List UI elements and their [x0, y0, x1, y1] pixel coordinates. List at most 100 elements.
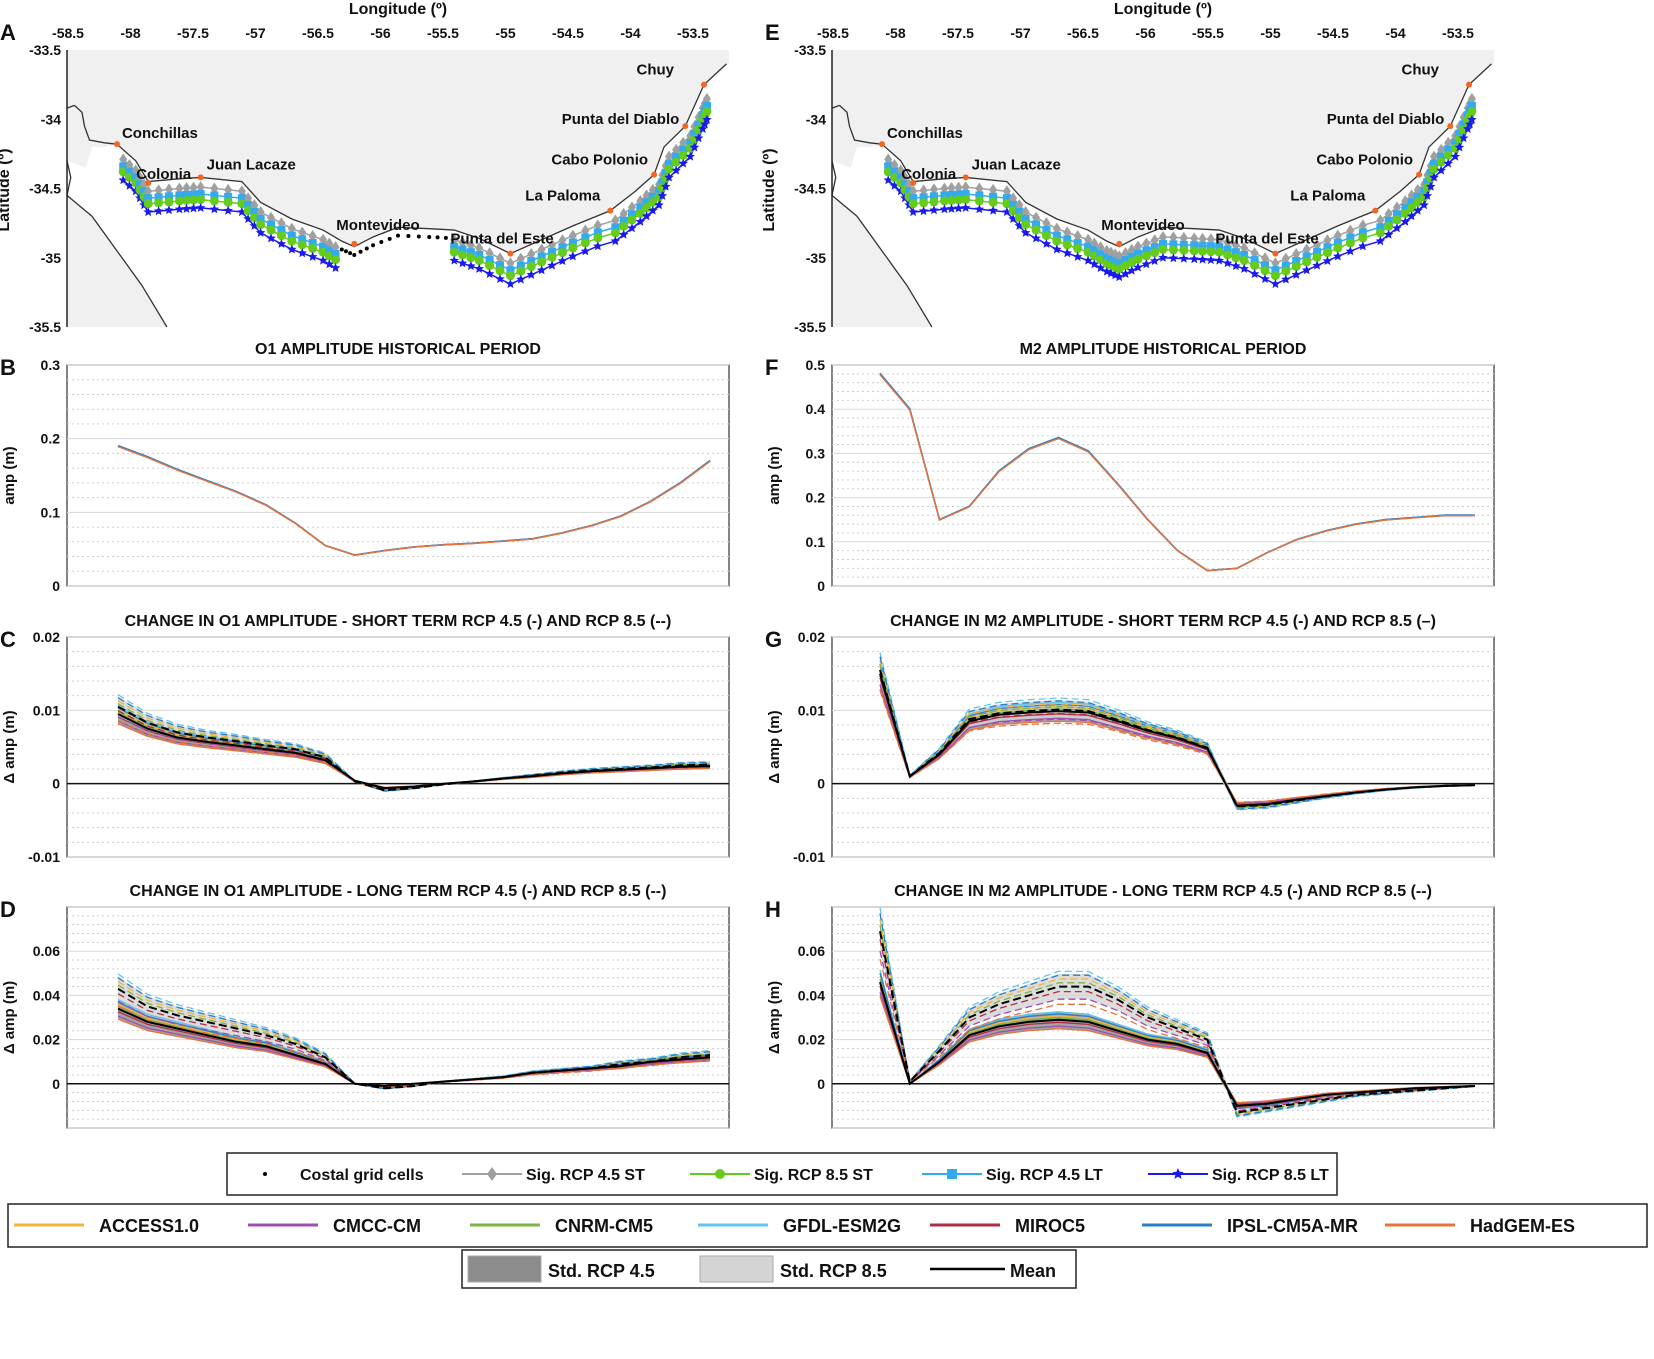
latitude-tick-label: -33.5 [794, 42, 826, 58]
sig-rcp85-lt-marker [195, 202, 206, 212]
model-line [879, 652, 1476, 811]
sig-rcp45-lt-marker [189, 190, 198, 199]
sig-rcp45-lt-marker [694, 120, 703, 129]
sig-rcp45-lt-marker [627, 210, 636, 219]
sig-rcp85-lt-marker [1333, 251, 1343, 261]
sig-rcp45-lt-marker [1413, 192, 1422, 201]
sig-rcp45-lt-marker [940, 191, 949, 200]
sig-rcp85-st-marker [1158, 244, 1168, 254]
sig-rcp85-st-marker [946, 196, 956, 206]
sig-rcp85-st-marker [1052, 236, 1062, 246]
line-panel-c: -0.01 0 0.01 0.02 CHANGE IN O1 AMPLITUDE - S… [0, 613, 730, 865]
sig-rcp45-lt-marker [210, 191, 219, 200]
y-tick-label: -0.01 [28, 849, 60, 865]
star-marker-icon [1172, 1168, 1184, 1179]
sig-rcp45-lt-marker [1455, 129, 1464, 138]
city-label: Chuy [1402, 62, 1440, 79]
sig-rcp45-lt-marker [287, 231, 296, 240]
longitude-tick-label: -54 [620, 25, 640, 41]
sig-rcp85-st-marker [256, 220, 266, 230]
sig-rcp85-lt-marker [164, 205, 174, 215]
panel-title: CHANGE IN O1 AMPLITUDE - SHORT TERM RCP … [125, 613, 672, 630]
city-label: Juan Lacaze [972, 156, 1061, 173]
sig-rcp45-lt-marker [1190, 241, 1199, 250]
sig-rcp85-lt-marker [174, 204, 185, 214]
y-tick-label: -0.01 [793, 849, 825, 865]
coastal-grid-cell-dot [443, 235, 448, 240]
y-tick-label: 0.2 [41, 431, 61, 447]
sig-rcp85-lt-marker [457, 258, 468, 268]
city-label: La Paloma [1290, 188, 1366, 205]
sig-rcp85-lt-marker [685, 151, 695, 161]
sig-rcp45-lt-marker [1271, 266, 1280, 275]
panel-letter: F [765, 355, 778, 380]
legend-label: HadGEM-ES [1470, 1216, 1575, 1236]
sig-rcp85-st-marker [1189, 246, 1199, 256]
y-tick-label: 0.1 [41, 504, 61, 520]
sig-rcp85-st-marker [209, 196, 219, 206]
legend-label: MIROC5 [1015, 1216, 1085, 1236]
sig-rcp45-lt-marker [1002, 194, 1011, 203]
mean-rcp45-line [117, 1007, 711, 1088]
sig-rcp45-lt-marker [1333, 238, 1342, 247]
legend-label: GFDL-ESM2G [783, 1216, 901, 1236]
sig-rcp45-lt-marker [1292, 256, 1301, 265]
city-marker [197, 174, 204, 181]
mean-rcp85-line [117, 705, 711, 792]
sig-rcp85-lt-marker [1467, 114, 1477, 124]
mean-rcp45-line [879, 981, 1476, 1107]
sig-rcp45-lt-marker [1134, 249, 1143, 258]
sig-rcp85-st-marker [1073, 244, 1083, 254]
sig-rcp85-st-marker [485, 261, 495, 271]
sig-rcp45-lt-marker [1115, 259, 1124, 268]
sig-rcp45-lt-marker [1423, 178, 1432, 187]
sig-rcp45-lt-marker [527, 256, 536, 265]
sig-rcp45-lt-marker [144, 194, 153, 203]
y-tick-label: 0 [52, 776, 60, 792]
sig-rcp45-lt-marker [1169, 240, 1178, 249]
sig-rcp85-st-marker [635, 208, 645, 218]
sig-rcp85-lt-marker [1114, 272, 1124, 282]
square-marker-icon [947, 1169, 957, 1179]
sig-rcp85-lt-marker [1083, 255, 1093, 265]
sig-rcp85-st-marker [181, 196, 191, 206]
panel-letter: E [765, 20, 780, 45]
sig-rcp85-st-marker [1141, 251, 1151, 261]
sig-rcp85-lt-marker [1189, 254, 1199, 264]
sig-rcp85-lt-marker [946, 203, 957, 213]
sig-rcp85-lt-marker [188, 203, 199, 213]
sig-rcp45-lt-marker [655, 187, 664, 196]
sig-rcp45-lt-marker [1426, 168, 1435, 177]
mean-rcp85-line [117, 987, 711, 1090]
latitude-tick-label: -35.5 [794, 319, 826, 335]
sig-rcp85-st-marker [196, 195, 206, 205]
sig-rcp85-lt-marker [700, 119, 710, 129]
sig-rcp45-lt-marker [930, 192, 939, 201]
legend-label: ACCESS1.0 [99, 1216, 199, 1236]
sig-rcp45-lt-marker [325, 246, 334, 255]
legend-label: IPSL-CM5A-MR [1227, 1216, 1358, 1236]
coastal-grid-cell-dot [339, 247, 344, 252]
sig-rcp85-st-marker [154, 198, 164, 208]
sig-rcp85-lt-marker [641, 211, 652, 221]
mean-rcp85-line [879, 931, 1476, 1114]
sig-rcp45-lt-marker [702, 101, 711, 110]
latitude-tick-label: -35 [41, 250, 61, 266]
sig-rcp85-lt-marker [526, 269, 536, 279]
sig-rcp45-lt-marker [1042, 226, 1051, 235]
sig-rcp45-lt-marker [308, 238, 317, 247]
sig-rcp45-lt-marker [642, 198, 651, 207]
sig-rcp85-st-marker [1281, 266, 1291, 276]
sig-rcp85-lt-marker [1450, 151, 1460, 161]
sig-rcp45-lt-marker [256, 214, 265, 223]
coastal-grid-cell-dot [371, 243, 376, 248]
sig-rcp85-st-marker [557, 248, 567, 258]
sig-rcp85-st-marker [1179, 245, 1189, 255]
sig-rcp85-lt-marker [1270, 279, 1281, 289]
coastal-grid-cell-dot [387, 236, 392, 241]
sig-rcp85-lt-marker [516, 274, 526, 284]
y-tick-label: 0 [52, 578, 60, 594]
mean-rcp45-line [117, 713, 711, 790]
sig-rcp85-st-marker [505, 271, 515, 281]
